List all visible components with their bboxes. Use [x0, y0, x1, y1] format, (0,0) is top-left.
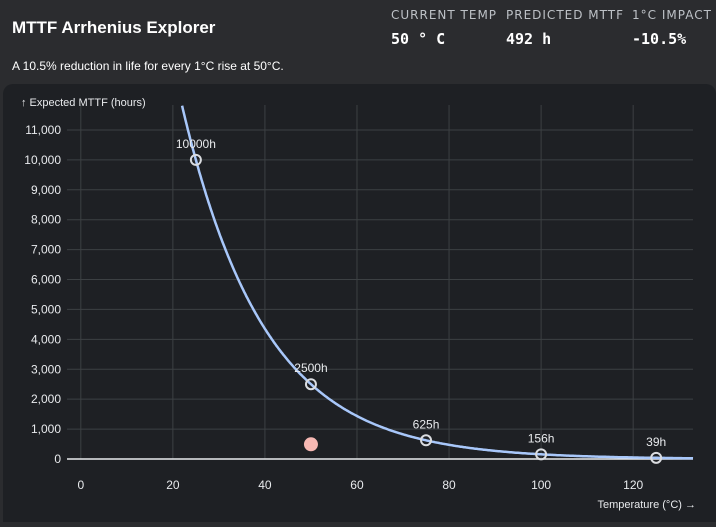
current-temp-point[interactable]	[303, 437, 318, 452]
y-tick-label: 0	[54, 452, 61, 466]
reference-point-label: 39h	[646, 435, 666, 449]
stat-label: 1°C IMPACT	[632, 8, 712, 22]
mttf-curve	[180, 105, 694, 460]
x-tick-label: 80	[442, 478, 456, 492]
y-tick-label: 8,000	[31, 213, 61, 227]
reference-point	[650, 451, 663, 464]
y-tick-labels: 0 1,000 2,000 3,000 4,000 5,000 6,000 7,000 8,00…	[24, 123, 61, 466]
y-axis-label: ↑ Expected MTTF (hours)	[21, 97, 146, 109]
x-tick-label: 120	[623, 478, 643, 492]
x-tick-label: 60	[350, 478, 364, 492]
y-tick-label: 2,000	[31, 392, 61, 406]
reference-point-label: 10000h	[176, 137, 216, 151]
y-tick-label: 10,000	[24, 153, 61, 167]
header: MTTF Arrhenius Explorer A 10.5% reductio…	[0, 0, 716, 84]
y-tick-label: 9,000	[31, 183, 61, 197]
stat-current-temp: CURRENT TEMP 50 ° C	[391, 8, 497, 48]
reference-point	[535, 448, 548, 461]
y-tick-label: 3,000	[31, 362, 61, 376]
x-tick-label: 100	[531, 478, 551, 492]
page-title: MTTF Arrhenius Explorer	[12, 18, 216, 37]
y-tick-label: 6,000	[31, 273, 61, 287]
reference-point-label: 156h	[528, 431, 555, 445]
x-tick-label: 40	[258, 478, 272, 492]
x-gridlines	[80, 105, 634, 459]
x-tick-label: 20	[166, 478, 180, 492]
stat-predicted-mttf: PREDICTED MTTF 492 h	[506, 8, 624, 48]
reference-point-label: 2500h	[294, 361, 327, 375]
x-axis-label: Temperature (°C) →	[597, 499, 696, 511]
y-tick-label: 4,000	[31, 332, 61, 346]
reference-point	[304, 378, 317, 391]
stat-value: 492 h	[506, 30, 552, 48]
stat-value: 50 ° C	[391, 30, 446, 48]
reference-point	[420, 434, 433, 447]
reference-point-label: 625h	[413, 417, 440, 431]
stat-1c-impact: 1°C IMPACT -10.5%	[632, 8, 712, 48]
x-tick-labels: 0 20 40 60 80 100 120	[77, 478, 643, 492]
y-tick-label: 11,000	[25, 123, 61, 137]
x-tick-label: 0	[77, 478, 84, 492]
stat-value: -10.5%	[632, 30, 687, 48]
mttf-chart[interactable]: 0 1,000 2,000 3,000 4,000 5,000 6,000 7,000 8,00…	[3, 84, 716, 522]
y-tick-label: 7,000	[31, 243, 61, 257]
stat-label: PREDICTED MTTF	[506, 8, 624, 22]
impact-summary: A 10.5% reduction in life for every 1°C …	[12, 59, 284, 73]
y-gridlines	[67, 129, 693, 430]
y-tick-label: 5,000	[31, 302, 61, 316]
reference-point	[189, 153, 202, 166]
chart-panel: 0 1,000 2,000 3,000 4,000 5,000 6,000 7,000 8,00…	[3, 84, 716, 522]
y-tick-label: 1,000	[31, 422, 61, 436]
stat-label: CURRENT TEMP	[391, 8, 498, 22]
reference-points: 10000h 2500h 625h 156h 39h	[176, 137, 666, 464]
